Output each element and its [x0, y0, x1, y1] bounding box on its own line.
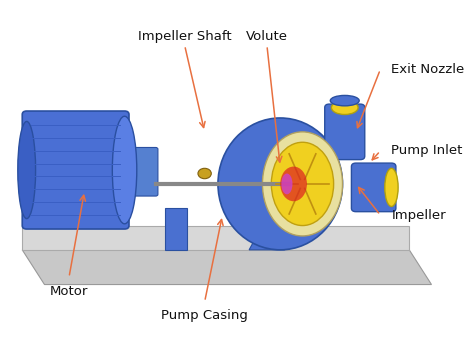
Circle shape	[198, 168, 211, 179]
FancyBboxPatch shape	[22, 111, 129, 229]
Polygon shape	[249, 226, 298, 250]
Text: Exit Nozzle: Exit Nozzle	[392, 63, 465, 76]
Text: Impeller Shaft: Impeller Shaft	[138, 30, 231, 43]
Ellipse shape	[331, 101, 358, 115]
Polygon shape	[22, 250, 431, 285]
Text: Motor: Motor	[50, 285, 88, 298]
Ellipse shape	[263, 132, 343, 236]
Polygon shape	[22, 226, 409, 250]
Ellipse shape	[385, 168, 398, 206]
Text: Volute: Volute	[246, 30, 288, 43]
FancyBboxPatch shape	[325, 104, 365, 160]
Text: Impeller: Impeller	[392, 209, 446, 222]
Text: Pump Casing: Pump Casing	[161, 309, 248, 322]
Ellipse shape	[282, 174, 292, 194]
Ellipse shape	[330, 95, 359, 106]
FancyBboxPatch shape	[351, 163, 396, 212]
Ellipse shape	[271, 142, 334, 226]
Ellipse shape	[218, 118, 343, 250]
Polygon shape	[164, 208, 187, 250]
Text: Pump Inlet: Pump Inlet	[392, 144, 463, 158]
Ellipse shape	[112, 116, 137, 224]
Ellipse shape	[18, 121, 36, 219]
Ellipse shape	[280, 167, 307, 201]
FancyBboxPatch shape	[122, 147, 158, 196]
